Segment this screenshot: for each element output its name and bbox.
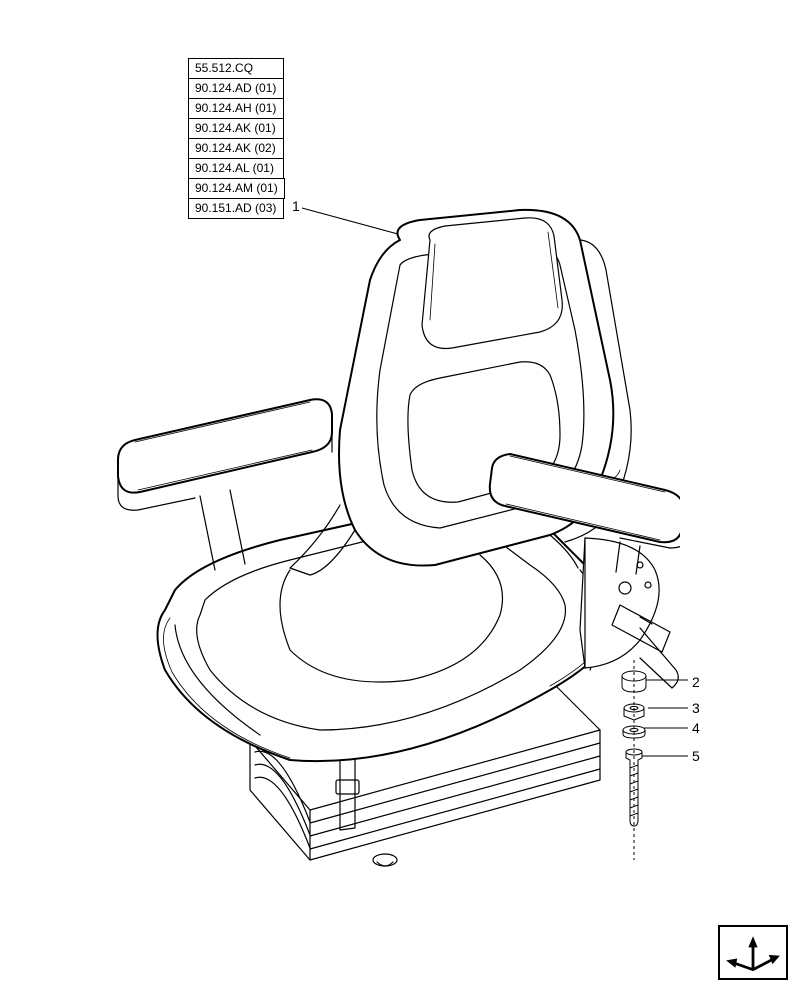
reference-box: 90.124.AD (01) bbox=[188, 78, 284, 99]
reference-box: 90.124.AK (02) bbox=[188, 138, 284, 159]
hardware-stack bbox=[610, 660, 670, 860]
reference-box: 90.124.AK (01) bbox=[188, 118, 284, 139]
callout-number: 4 bbox=[692, 720, 700, 736]
seat-diagram bbox=[80, 170, 680, 870]
reference-box: 55.512.CQ bbox=[188, 58, 284, 79]
view-orientation-icon bbox=[718, 925, 788, 980]
callout-number: 2 bbox=[692, 674, 700, 690]
callout-number: 5 bbox=[692, 748, 700, 764]
reference-box: 90.124.AH (01) bbox=[188, 98, 284, 119]
callout-number: 3 bbox=[692, 700, 700, 716]
